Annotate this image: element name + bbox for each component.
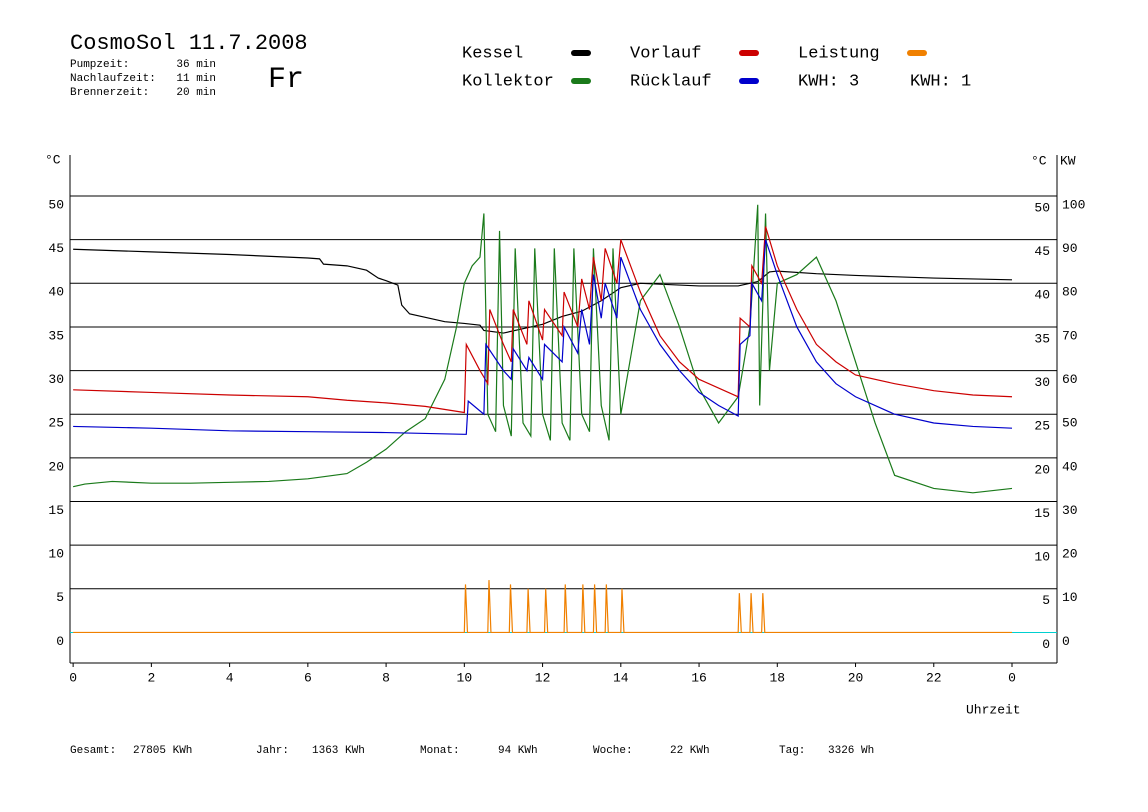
x-tick-label: 14	[613, 670, 629, 685]
series-line	[73, 580, 1013, 634]
y2-axis-label: °C	[1031, 153, 1047, 168]
y-tick-label: 0	[56, 634, 64, 649]
footer-label: Gesamt:	[70, 745, 116, 757]
y-tick-label: 50	[48, 197, 64, 212]
y-tick-label: 45	[48, 241, 64, 256]
y2-tick-label: 100	[1062, 197, 1085, 212]
x-tick-label: 18	[769, 670, 785, 685]
stat-label: Pumpzeit:	[70, 59, 129, 71]
y2-tick-label: 70	[1062, 328, 1078, 343]
stat-label: Nachlaufzeit:	[70, 73, 156, 85]
legend-label: Rücklauf	[630, 72, 712, 91]
stat-value: 36 min	[176, 59, 216, 71]
y2-tick-label: 60	[1062, 372, 1078, 387]
y2-tick-label: 40	[1062, 459, 1078, 474]
kwh-label: KWH: 1	[910, 72, 971, 91]
stat-value: 20 min	[176, 87, 216, 99]
y2-tick-label: 90	[1062, 241, 1078, 256]
y-right-tick-label: 10	[1034, 550, 1050, 565]
footer-label: Jahr:	[256, 745, 289, 757]
series-line	[72, 204, 1013, 494]
y-right-tick-label: 45	[1034, 244, 1050, 259]
y-right-tick-label: 20	[1034, 462, 1050, 477]
y-tick-label: 40	[48, 285, 64, 300]
y-tick-label: 20	[48, 459, 64, 474]
x-tick-label: 4	[226, 670, 234, 685]
legend-label: Kessel	[462, 44, 523, 63]
legend-label: Vorlauf	[630, 44, 701, 63]
y-tick-label: 30	[48, 372, 64, 387]
footer-value: 22 KWh	[670, 745, 710, 757]
y-right-tick-label: 35	[1034, 331, 1050, 346]
y2-tick-label: 20	[1062, 547, 1078, 562]
y-right-tick-label: 30	[1034, 375, 1050, 390]
x-axis-label: Uhrzeit	[966, 702, 1021, 717]
y-right-tick-label: 50	[1034, 200, 1050, 215]
x-tick-label: 6	[304, 670, 312, 685]
y-right-tick-label: 25	[1034, 419, 1050, 434]
y-right-tick-label: 40	[1034, 288, 1050, 303]
footer-value: 94 KWh	[498, 745, 538, 757]
stat-label: Brennerzeit:	[70, 87, 149, 99]
footer-value: 27805 KWh	[133, 745, 192, 757]
x-tick-label: 10	[457, 670, 473, 685]
x-tick-label: 2	[147, 670, 155, 685]
y2-tick-label: 10	[1062, 590, 1078, 605]
footer-label: Monat:	[420, 745, 460, 757]
y-right-tick-label: 15	[1034, 506, 1050, 521]
legend-label: Leistung	[798, 44, 880, 63]
chart-title: CosmoSol 11.7.2008	[70, 31, 308, 56]
series-line	[73, 226, 1013, 414]
day: Fr	[268, 63, 304, 97]
footer-value: 1363 KWh	[312, 745, 365, 757]
y-right-tick-label: 0	[1042, 637, 1050, 652]
y-right-tick-label: 5	[1042, 593, 1050, 608]
y2-tick-label: 30	[1062, 503, 1078, 518]
x-tick-label: 16	[691, 670, 707, 685]
x-tick-label: 0	[1008, 670, 1016, 685]
y-axis-label: °C	[45, 152, 61, 167]
x-tick-label: 22	[926, 670, 942, 685]
kwh-label: KWH: 3	[798, 72, 859, 91]
footer-label: Woche:	[593, 745, 633, 757]
y2-tick-label: 80	[1062, 285, 1078, 300]
legend-label: Kollektor	[462, 72, 554, 91]
y-tick-label: 5	[56, 590, 64, 605]
y-tick-label: 35	[48, 328, 64, 343]
y2-tick-label: 0	[1062, 634, 1070, 649]
series-line	[73, 239, 1013, 435]
y-tick-label: 25	[48, 416, 64, 431]
y-tick-label: 10	[48, 547, 64, 562]
x-tick-label: 0	[69, 670, 77, 685]
footer-label: Tag:	[779, 745, 805, 757]
x-tick-label: 12	[535, 670, 551, 685]
x-tick-label: 20	[848, 670, 864, 685]
stat-value: 11 min	[176, 73, 216, 85]
y2-unit: KW	[1060, 153, 1076, 168]
x-tick-label: 8	[382, 670, 390, 685]
y2-tick-label: 50	[1062, 416, 1078, 431]
footer-value: 3326 Wh	[828, 745, 874, 757]
y-tick-label: 15	[48, 503, 64, 518]
